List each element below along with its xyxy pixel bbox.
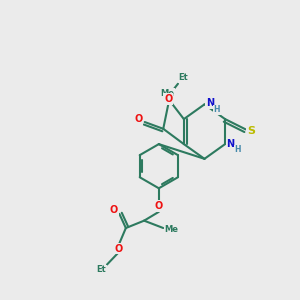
- Text: O: O: [134, 114, 142, 124]
- Text: O: O: [110, 206, 118, 215]
- Text: N: N: [226, 139, 234, 149]
- Text: O: O: [164, 94, 172, 104]
- Text: Et: Et: [178, 74, 188, 82]
- Text: H: H: [234, 146, 241, 154]
- Text: Me: Me: [161, 89, 175, 98]
- Text: Me: Me: [164, 225, 178, 234]
- Text: O: O: [155, 201, 163, 211]
- Text: S: S: [247, 126, 255, 136]
- Text: Et: Et: [96, 265, 106, 274]
- Text: N: N: [206, 98, 214, 108]
- Text: H: H: [214, 105, 220, 114]
- Text: O: O: [115, 244, 123, 254]
